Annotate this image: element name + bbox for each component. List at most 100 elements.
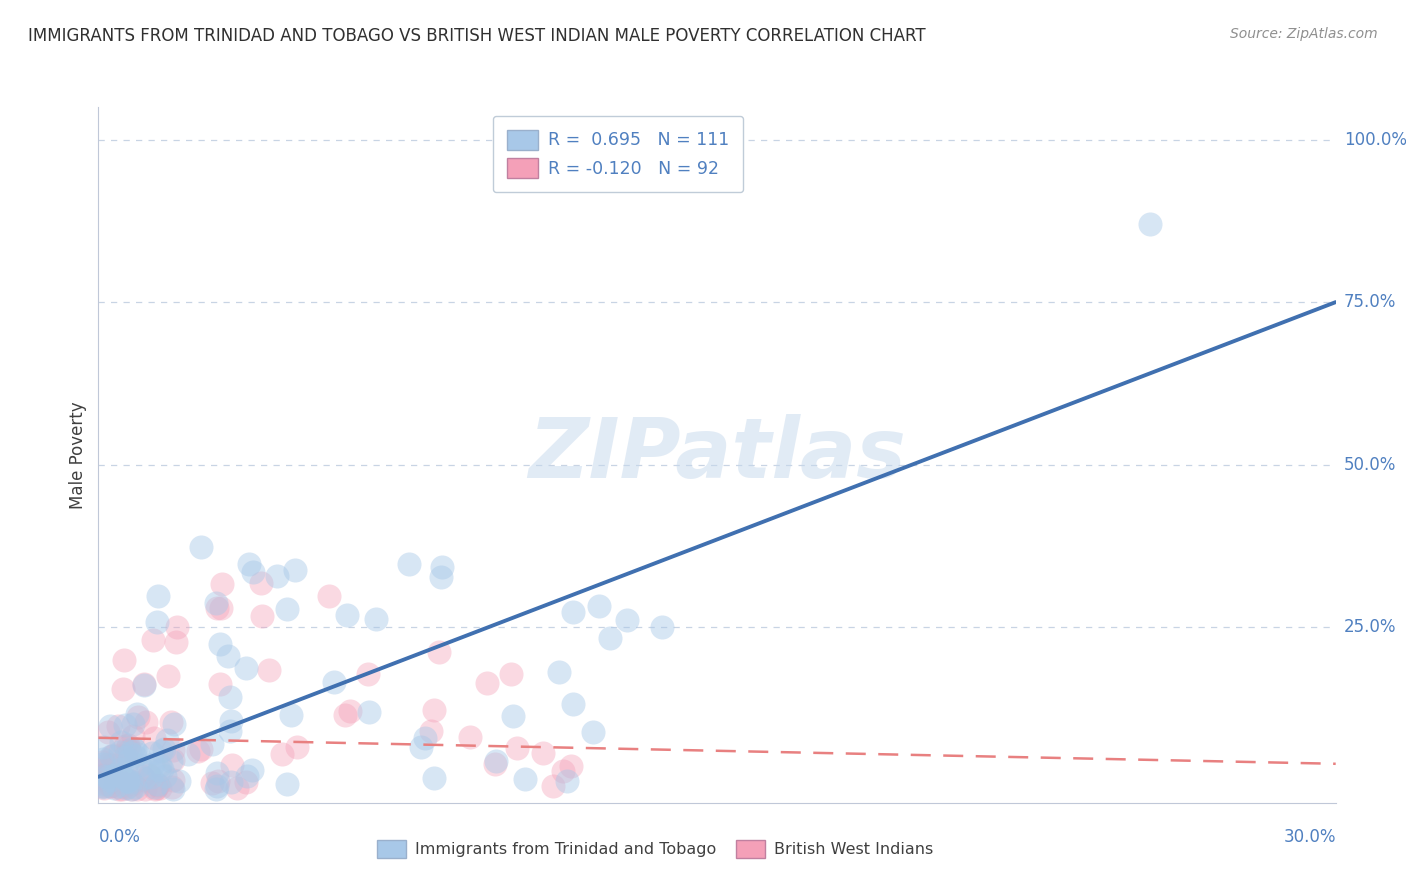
Point bbox=[284, 563, 307, 577]
Point bbox=[120, 781, 142, 796]
Point bbox=[555, 774, 578, 789]
Point bbox=[651, 620, 673, 634]
Point bbox=[276, 777, 298, 791]
Point bbox=[599, 631, 621, 645]
Point bbox=[145, 615, 167, 629]
Point bbox=[177, 747, 200, 761]
Point bbox=[152, 742, 174, 756]
Point bbox=[135, 715, 157, 730]
Point bbox=[132, 677, 155, 691]
Text: 0.0%: 0.0% bbox=[98, 828, 141, 846]
Point bbox=[143, 731, 166, 745]
Point bbox=[561, 605, 583, 619]
Text: 25.0%: 25.0% bbox=[1344, 618, 1396, 636]
Point bbox=[91, 777, 114, 791]
Point bbox=[541, 779, 564, 793]
Point bbox=[91, 752, 114, 766]
Point bbox=[270, 747, 292, 761]
Point bbox=[125, 781, 148, 796]
Point bbox=[252, 608, 274, 623]
Point bbox=[121, 777, 143, 791]
Point bbox=[141, 746, 163, 760]
Point bbox=[318, 589, 340, 603]
Point bbox=[114, 750, 136, 764]
Point bbox=[333, 707, 356, 722]
Point bbox=[561, 698, 583, 712]
Point bbox=[91, 764, 114, 779]
Point bbox=[515, 772, 537, 786]
Point bbox=[531, 746, 554, 760]
Point bbox=[115, 765, 138, 780]
Point bbox=[160, 754, 183, 768]
Point bbox=[142, 757, 165, 772]
Point bbox=[208, 677, 231, 691]
Point bbox=[221, 757, 243, 772]
Point bbox=[357, 705, 380, 719]
Point bbox=[124, 748, 146, 763]
Point bbox=[112, 653, 135, 667]
Point bbox=[115, 774, 138, 789]
Point bbox=[100, 771, 122, 785]
Point bbox=[409, 739, 432, 754]
Point bbox=[235, 661, 257, 675]
Point bbox=[91, 756, 114, 771]
Point bbox=[205, 596, 228, 610]
Point bbox=[114, 718, 136, 732]
Point bbox=[205, 601, 228, 615]
Point bbox=[242, 565, 264, 579]
Point bbox=[460, 730, 482, 744]
Point bbox=[162, 781, 184, 796]
Point bbox=[117, 773, 139, 788]
Point bbox=[485, 754, 508, 768]
Y-axis label: Male Poverty: Male Poverty bbox=[69, 401, 87, 508]
Point bbox=[114, 747, 136, 762]
Text: IMMIGRANTS FROM TRINIDAD AND TOBAGO VS BRITISH WEST INDIAN MALE POVERTY CORRELAT: IMMIGRANTS FROM TRINIDAD AND TOBAGO VS B… bbox=[28, 27, 925, 45]
Point bbox=[91, 739, 114, 754]
Point bbox=[105, 779, 128, 793]
Point bbox=[108, 780, 131, 794]
Point bbox=[423, 703, 446, 717]
Point bbox=[165, 634, 187, 648]
Point bbox=[616, 613, 638, 627]
Point bbox=[430, 570, 453, 584]
Point bbox=[506, 741, 529, 756]
Point bbox=[211, 577, 233, 591]
Point bbox=[160, 780, 183, 795]
Point bbox=[124, 742, 146, 756]
Point bbox=[502, 709, 524, 723]
Point bbox=[93, 780, 115, 795]
Point bbox=[432, 560, 454, 574]
Point bbox=[208, 637, 231, 651]
Point bbox=[146, 778, 169, 792]
Point bbox=[134, 782, 156, 797]
Point bbox=[145, 780, 167, 795]
Point bbox=[162, 754, 184, 768]
Point bbox=[98, 719, 121, 733]
Point bbox=[285, 739, 308, 754]
Text: 50.0%: 50.0% bbox=[1344, 456, 1396, 474]
Point bbox=[98, 780, 121, 794]
Point bbox=[103, 747, 125, 762]
Text: 30.0%: 30.0% bbox=[1284, 828, 1336, 846]
Point bbox=[94, 769, 117, 783]
Point bbox=[110, 768, 132, 782]
Point bbox=[132, 678, 155, 692]
Point bbox=[162, 773, 184, 788]
Point bbox=[219, 714, 242, 728]
Point bbox=[201, 775, 224, 789]
Point bbox=[91, 770, 114, 784]
Point bbox=[105, 775, 128, 789]
Point bbox=[357, 666, 380, 681]
Point bbox=[105, 769, 128, 783]
Point bbox=[97, 725, 120, 739]
Point bbox=[125, 706, 148, 721]
Point bbox=[484, 757, 506, 772]
Point bbox=[236, 769, 259, 783]
Point bbox=[103, 768, 125, 782]
Point bbox=[187, 744, 209, 758]
Point bbox=[117, 772, 139, 787]
Point bbox=[114, 781, 136, 796]
Point bbox=[219, 690, 242, 704]
Text: 75.0%: 75.0% bbox=[1344, 293, 1396, 311]
Point bbox=[419, 723, 441, 738]
